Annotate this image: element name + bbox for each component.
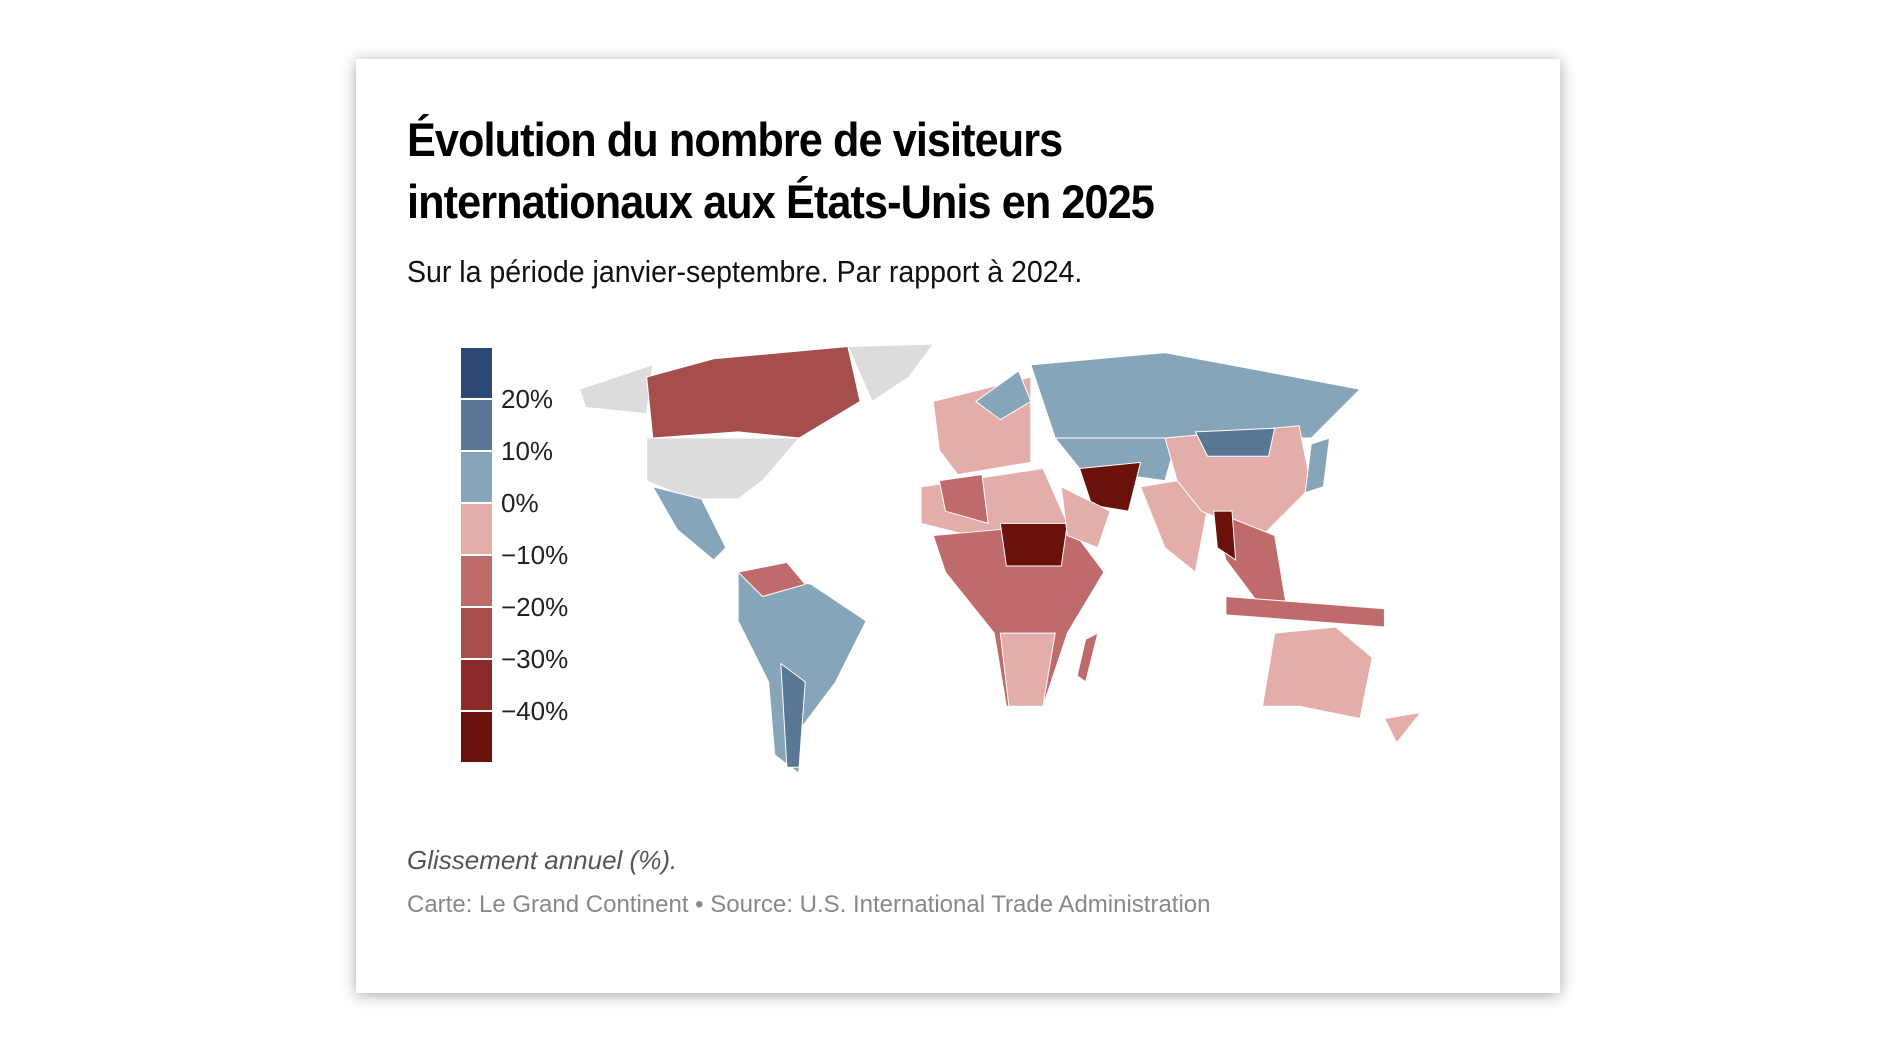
legend-label: 20% [501,384,554,414]
legend-swatch [461,400,492,450]
region-myanmar-thailand [1213,510,1237,561]
region-venezuela-colombia [737,561,807,598]
legend-note: Glissement annuel (%). [407,845,678,875]
region-south-america [737,571,867,775]
source-credit: Carte: Le Grand Continent • Source: U.S.… [407,891,1211,918]
legend-label: 0% [501,488,539,518]
legend-label: −20% [501,592,569,622]
region-russia [1030,352,1362,439]
subtitle: Sur la période janvier-septembre. Par ra… [407,254,1083,289]
legend-label: −30% [501,644,569,674]
legend-swatch [461,348,492,398]
region-madagascar [1076,632,1099,683]
region-southern-africa [999,632,1056,707]
legend-swatch [461,556,492,606]
legend-label: 10% [501,436,554,466]
region-new-zealand [1383,711,1423,744]
page-title: Évolution du nombre de visiteurs interna… [407,113,1155,228]
region-iran [1078,461,1142,512]
legend-swatch [461,660,492,710]
region-usa [646,437,801,500]
region-mongolia [1194,427,1276,457]
region-arabia [1060,485,1111,549]
map-card: Évolution du nombre de visiteurs interna… [356,59,1560,993]
region-japan [1304,437,1331,494]
legend-label: −10% [501,540,569,570]
region-west-africa [938,474,989,525]
region-northern-europe [975,370,1032,421]
region-alaska [578,364,654,415]
legend-swatch [461,504,492,554]
region-greenland [847,343,935,403]
region-sudan-chad [999,522,1068,567]
region-argentina [780,662,806,768]
world-choropleth-map [578,343,1423,775]
legend-swatch [461,712,492,762]
legend-swatch [461,452,492,502]
region-central-asia [1054,437,1178,482]
region-canada [646,346,861,439]
legend-label: −40% [501,696,569,726]
legend-swatch [461,608,492,658]
region-australia [1261,626,1373,720]
region-indonesia [1225,595,1385,628]
region-central-america [651,486,727,561]
